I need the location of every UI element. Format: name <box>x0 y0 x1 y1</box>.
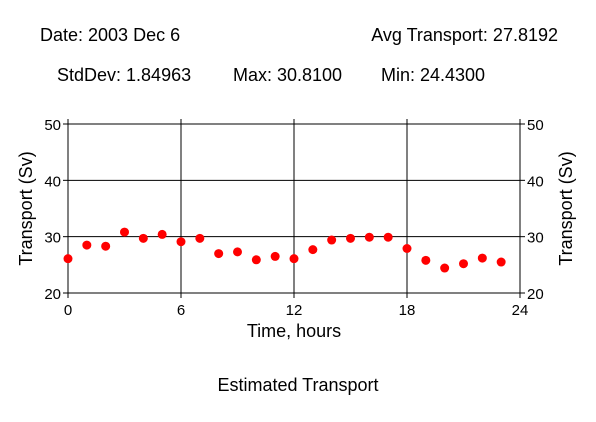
date-label: Date: 2003 Dec 6 <box>40 25 181 45</box>
y-axis-label-right: Transport (Sv) <box>556 151 576 265</box>
data-point <box>176 237 186 247</box>
chart-caption: Estimated Transport <box>217 375 379 395</box>
data-point <box>289 254 299 264</box>
data-point <box>138 233 148 243</box>
x-tick-label: 6 <box>177 302 185 319</box>
data-point <box>120 227 129 237</box>
x-axis-label: Time, hours <box>247 321 341 341</box>
data-point <box>251 255 261 265</box>
y-tick-label-right: 30 <box>527 230 544 247</box>
data-point <box>402 243 412 253</box>
axis-ticks <box>63 119 525 298</box>
x-tick-label: 24 <box>512 302 529 319</box>
data-point <box>195 233 205 243</box>
y-axis-label: Transport (Sv) <box>16 151 36 265</box>
data-point <box>421 255 431 265</box>
data-point <box>440 263 450 273</box>
y-tick-label-right: 50 <box>527 117 544 134</box>
min-label: Min: 24.4300 <box>381 65 486 85</box>
y-tick-label-left: 40 <box>44 173 61 190</box>
data-point <box>459 259 468 269</box>
x-tick-label: 0 <box>64 302 72 319</box>
y-tick-label-left: 30 <box>44 230 61 247</box>
data-point <box>214 249 224 259</box>
data-point <box>233 247 242 257</box>
data-point <box>270 251 280 261</box>
x-tick-label: 12 <box>286 302 303 319</box>
y-tick-label-right: 40 <box>527 173 544 190</box>
y-tick-label-left: 20 <box>44 286 61 303</box>
data-point <box>496 257 506 267</box>
data-point <box>308 245 318 255</box>
data-point <box>101 241 111 251</box>
data-point <box>364 232 374 242</box>
data-point <box>157 229 167 239</box>
y-tick-label-right: 20 <box>527 286 544 303</box>
data-point <box>346 233 355 243</box>
data-point <box>477 253 487 263</box>
x-tick-label: 18 <box>399 302 416 319</box>
data-point <box>82 240 92 250</box>
grid-lines <box>68 124 520 293</box>
y-tick-label-left: 50 <box>44 117 61 134</box>
data-point <box>383 232 393 242</box>
stddev-label: StdDev: 1.84963 <box>57 65 192 85</box>
data-point <box>327 235 337 245</box>
avg-transport-label: Avg Transport: 27.8192 <box>371 25 558 45</box>
data-points <box>63 227 506 273</box>
max-label: Max: 30.8100 <box>233 65 343 85</box>
data-point <box>63 254 73 264</box>
